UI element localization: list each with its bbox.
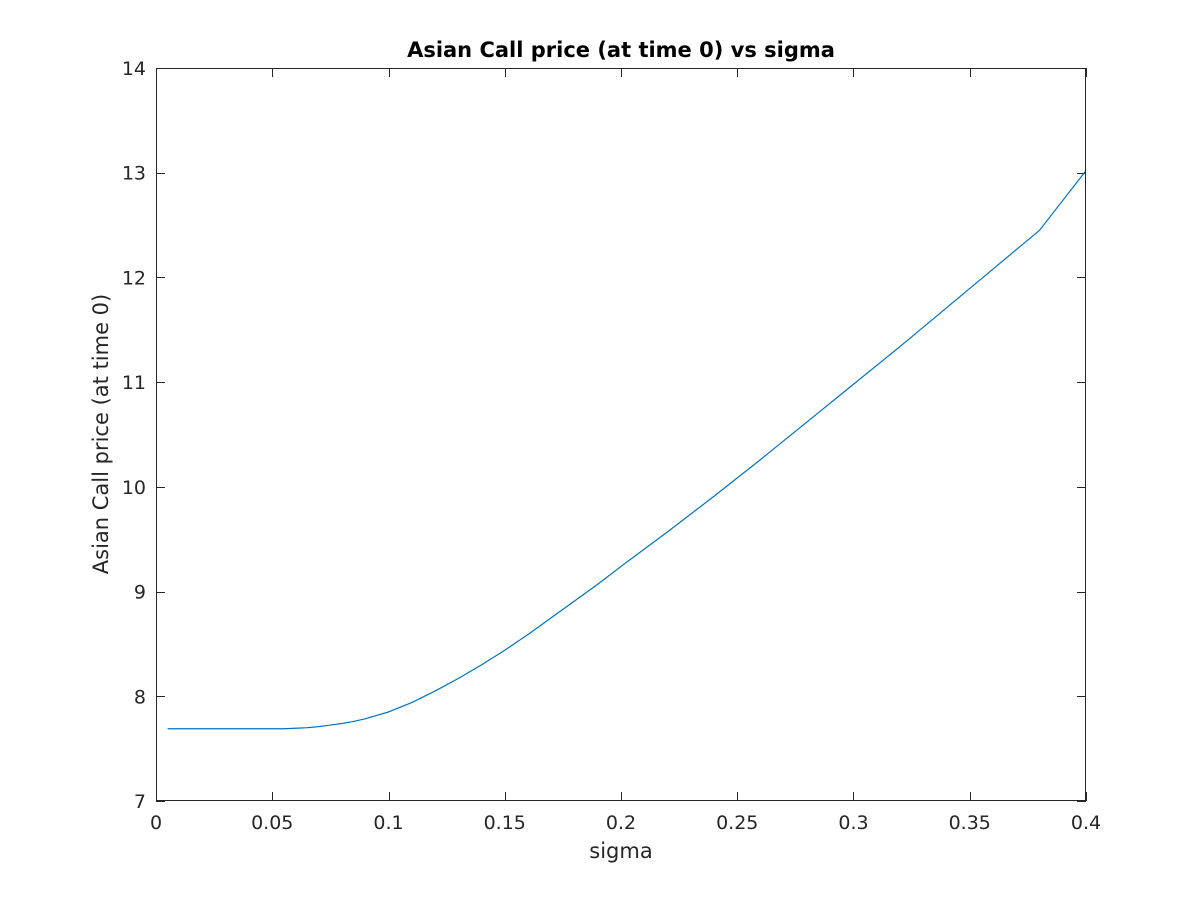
y-tick-label: 7 — [134, 791, 146, 813]
series-line — [167, 170, 1087, 730]
y-tick-label: 11 — [122, 372, 146, 394]
axes-box — [156, 68, 1086, 801]
y-axis-label: Asian Call price (at time 0) — [89, 294, 113, 574]
y-tick-label: 14 — [122, 58, 146, 80]
chart-title: Asian Call price (at time 0) vs sigma — [407, 38, 835, 62]
y-tick-label: 9 — [134, 582, 146, 604]
x-tick-label: 0.05 — [251, 812, 293, 834]
x-tick-label: 0.3 — [838, 812, 868, 834]
plot-area — [156, 68, 1086, 801]
y-tick-label: 8 — [134, 686, 146, 708]
x-tick-label: 0.2 — [606, 812, 636, 834]
x-tick-label: 0.15 — [484, 812, 526, 834]
x-tick-label: 0.1 — [373, 812, 403, 834]
x-tick-label: 0 — [150, 812, 162, 834]
x-axis-label: sigma — [589, 839, 652, 863]
y-tick-label: 12 — [122, 267, 146, 289]
x-tick-label: 0.35 — [949, 812, 991, 834]
y-tick-labels: 7 8 9 10 11 12 13 14 — [122, 58, 146, 813]
x-tick-label: 0.4 — [1071, 812, 1101, 834]
x-tick-label: 0.25 — [716, 812, 758, 834]
axis-ticks — [156, 68, 1087, 802]
y-tick-label: 13 — [122, 163, 146, 185]
series-layer — [167, 170, 1087, 730]
x-tick-labels: 0 0.05 0.1 0.15 0.2 0.25 0.3 0.35 0.4 — [150, 812, 1101, 834]
y-tick-label: 10 — [122, 477, 146, 499]
